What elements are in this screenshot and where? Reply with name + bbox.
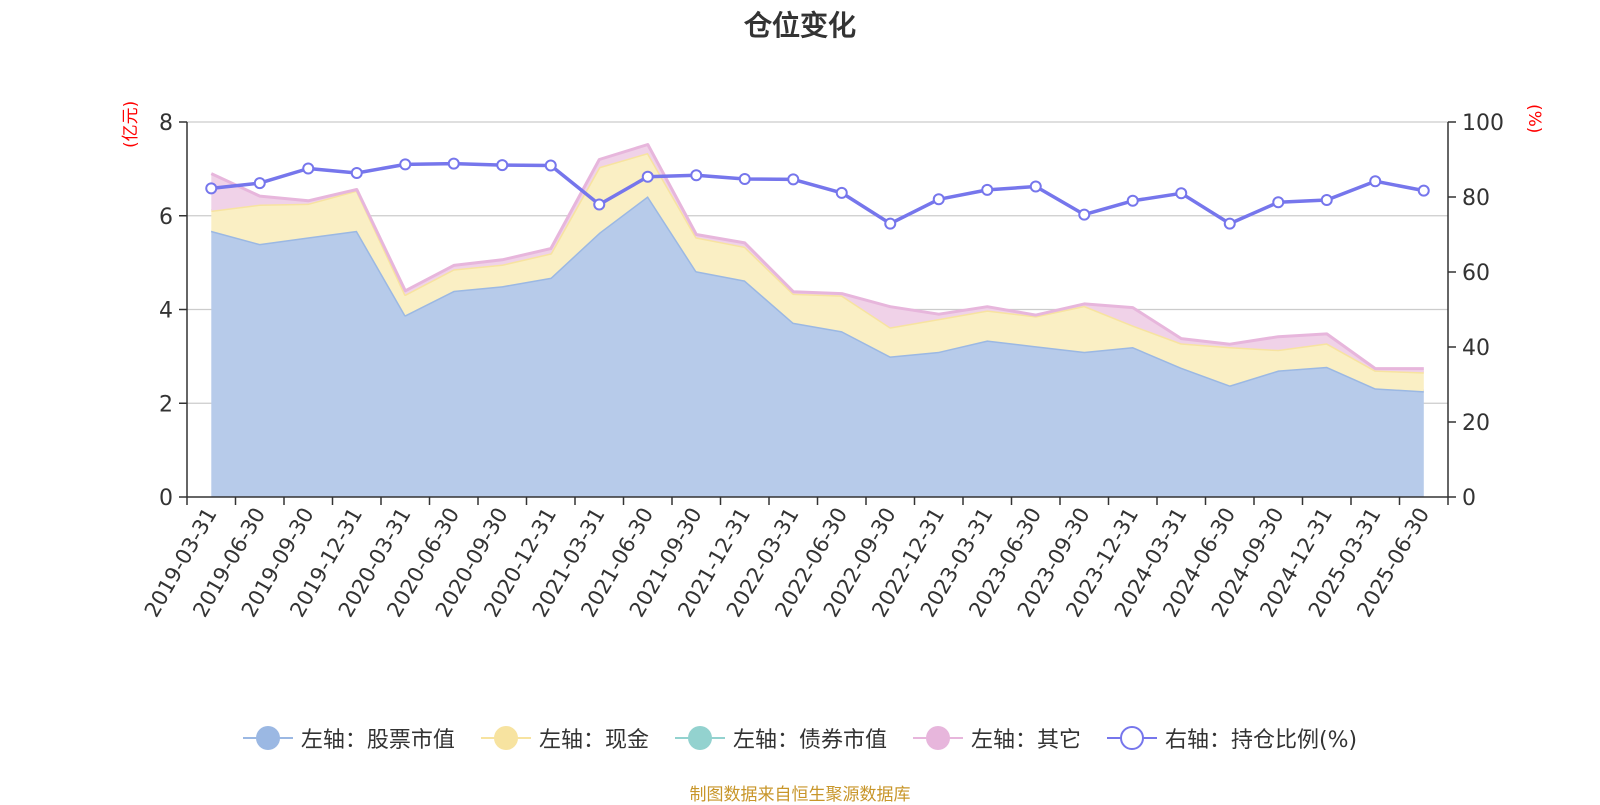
left-tick-label: 0 — [159, 486, 173, 511]
ratio-point — [1078, 208, 1091, 221]
legend-bond-label: 左轴：债券市值 — [732, 728, 887, 753]
ratio-point — [447, 157, 460, 170]
ratio-point — [253, 177, 266, 190]
ratio-line — [211, 161, 1425, 226]
ratio-point — [496, 159, 509, 172]
legend-item-cash[interactable]: 左轴：现金 — [480, 722, 649, 754]
legend-item-ratio[interactable]: 右轴：持仓比例(%) — [1106, 722, 1358, 754]
ratio-point — [1223, 217, 1236, 230]
ratio-point — [1029, 180, 1042, 193]
ratio-point — [350, 167, 363, 179]
right-tick-label: 40 — [1462, 336, 1490, 361]
legend-ratio-label: 右轴：持仓比例(%) — [1164, 728, 1358, 753]
left-tick-label: 8 — [159, 111, 173, 136]
area-series — [210, 143, 1424, 497]
legend-ratio-symbol — [1106, 726, 1157, 750]
legend: 左轴：股票市值 左轴：现金 左轴：债券市值 左轴：其它 右轴：持仓比例(%) — [0, 722, 1600, 754]
ratio-point — [302, 162, 315, 175]
legend-cash-label: 左轴：现金 — [538, 728, 649, 753]
ratio-point — [932, 193, 945, 206]
left-tick-label: 4 — [159, 299, 173, 324]
legend-bond-symbol — [674, 726, 725, 750]
ratio-point — [738, 173, 751, 185]
ratio-point — [1272, 196, 1285, 209]
area-stock — [211, 196, 1424, 497]
ratio-point — [399, 158, 412, 171]
right-tick-label: 60 — [1462, 261, 1490, 286]
right-tick-label: 20 — [1462, 411, 1490, 436]
legend-cash-symbol — [480, 726, 531, 750]
ratio-point — [1126, 194, 1139, 207]
ratio-point — [1175, 187, 1188, 200]
ratio-point — [884, 217, 897, 230]
ratio-point — [690, 169, 703, 182]
ratio-point — [981, 183, 994, 196]
left-tick-label: 2 — [159, 392, 173, 417]
area-cash — [211, 152, 1424, 392]
legend-item-stock[interactable]: 左轴：股票市值 — [242, 722, 455, 754]
legend-stock-label: 左轴：股票市值 — [300, 728, 455, 753]
chart-title: 仓位变化 — [743, 9, 856, 42]
line-series — [205, 157, 1430, 230]
source-note: 制图数据来自恒生聚源数据库 — [689, 785, 911, 805]
left-axis-unit: (亿元) — [121, 100, 141, 148]
area-line-other — [210, 143, 1424, 371]
ratio-point — [205, 182, 218, 195]
legend-stock-symbol — [242, 726, 293, 750]
legend-other-label: 左轴：其它 — [970, 728, 1081, 753]
ratio-point — [593, 198, 606, 211]
ratio-point — [1417, 184, 1430, 197]
right-tick-label: 80 — [1462, 186, 1490, 211]
legend-item-bond[interactable]: 左轴：债券市值 — [674, 722, 887, 754]
area-other — [211, 144, 1424, 373]
left-tick-label: 6 — [159, 205, 173, 230]
ratio-point — [787, 173, 800, 186]
ratio-point — [641, 170, 654, 183]
ratio-point — [1320, 194, 1333, 206]
ratio-point — [544, 159, 557, 172]
right-axis-unit: (%) — [1524, 104, 1544, 134]
right-tick-label: 100 — [1462, 111, 1504, 136]
right-tick-label: 0 — [1462, 486, 1476, 511]
legend-item-other[interactable]: 左轴：其它 — [912, 722, 1081, 754]
ratio-point — [1369, 175, 1382, 188]
ratio-point — [835, 186, 848, 199]
legend-other-symbol — [912, 726, 963, 750]
